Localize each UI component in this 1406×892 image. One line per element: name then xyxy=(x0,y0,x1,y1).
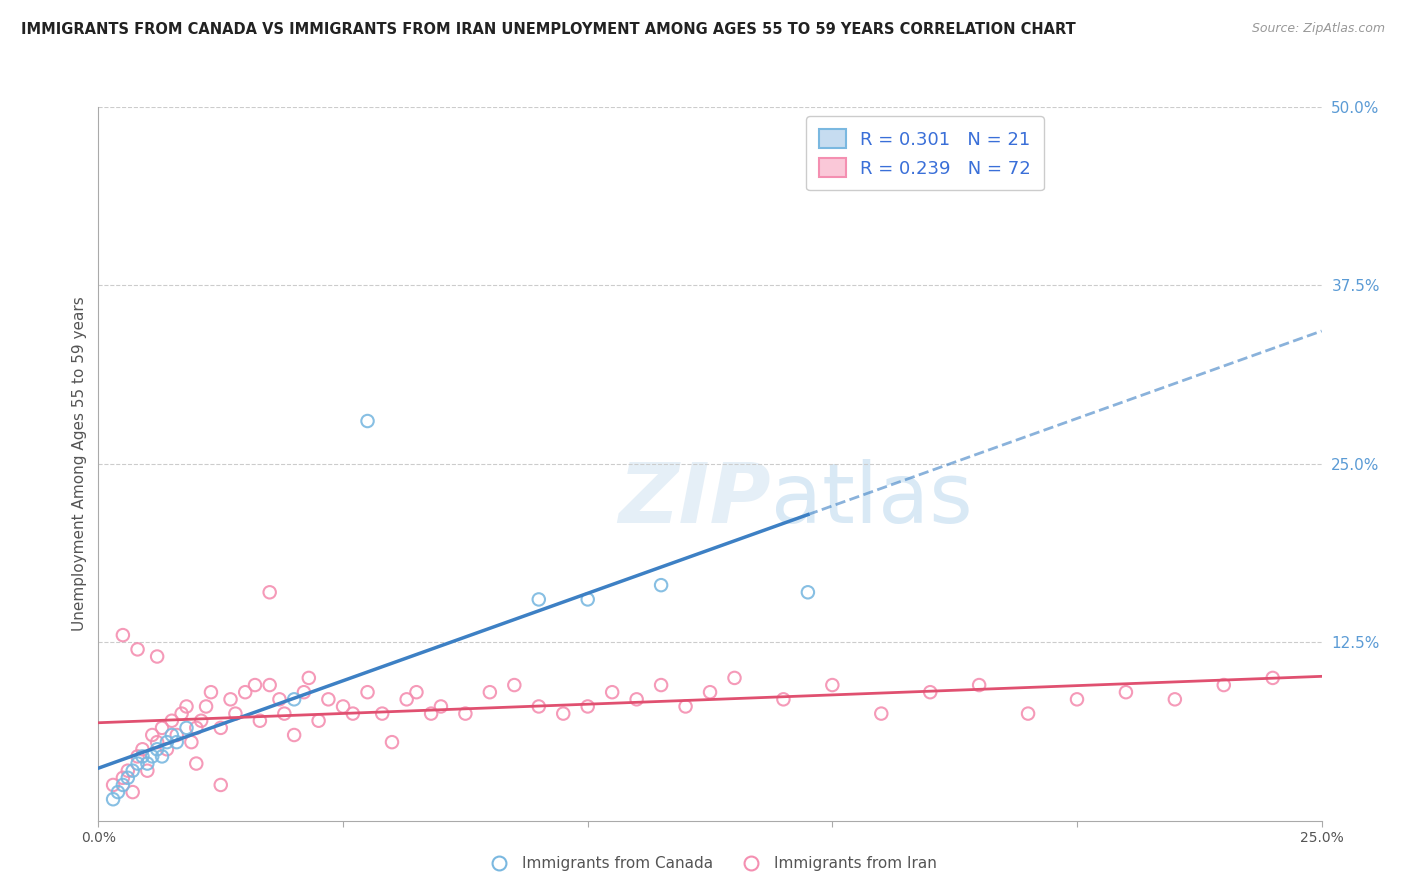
Point xyxy=(259,585,281,599)
Point xyxy=(166,735,188,749)
Point xyxy=(332,699,354,714)
Point xyxy=(420,706,443,721)
Point xyxy=(209,721,232,735)
Point xyxy=(527,699,550,714)
Point xyxy=(308,714,330,728)
Point xyxy=(160,728,183,742)
Point xyxy=(920,685,942,699)
Point xyxy=(146,649,169,664)
Point xyxy=(797,585,820,599)
Point xyxy=(650,578,672,592)
Point xyxy=(146,742,169,756)
Point xyxy=(1164,692,1187,706)
Point xyxy=(117,764,139,778)
Point xyxy=(283,728,305,742)
Point xyxy=(772,692,794,706)
Point xyxy=(121,785,143,799)
Point xyxy=(160,714,183,728)
Point xyxy=(186,756,208,771)
Point xyxy=(176,699,198,714)
Point xyxy=(1261,671,1284,685)
Point xyxy=(318,692,340,706)
Point xyxy=(723,671,745,685)
Point xyxy=(527,592,550,607)
Point xyxy=(395,692,418,706)
Point xyxy=(117,771,139,785)
Point xyxy=(699,685,721,699)
Point xyxy=(650,678,672,692)
Point xyxy=(1212,678,1234,692)
Point xyxy=(141,749,163,764)
Point xyxy=(626,692,648,706)
Point xyxy=(430,699,453,714)
Text: IMMIGRANTS FROM CANADA VS IMMIGRANTS FROM IRAN UNEMPLOYMENT AMONG AGES 55 TO 59 : IMMIGRANTS FROM CANADA VS IMMIGRANTS FRO… xyxy=(21,22,1076,37)
Point xyxy=(224,706,246,721)
Point xyxy=(405,685,427,699)
Point xyxy=(219,692,242,706)
Point xyxy=(283,692,305,706)
Point xyxy=(292,685,315,699)
Point xyxy=(298,671,321,685)
Point xyxy=(176,721,198,735)
Legend: Immigrants from Canada, Immigrants from Iran: Immigrants from Canada, Immigrants from … xyxy=(477,850,943,877)
Point xyxy=(195,699,218,714)
Point xyxy=(576,592,599,607)
Point xyxy=(111,778,134,792)
Point xyxy=(249,714,271,728)
Point xyxy=(342,706,364,721)
Point xyxy=(150,721,173,735)
Point xyxy=(101,778,124,792)
Point xyxy=(127,756,149,771)
Y-axis label: Unemployment Among Ages 55 to 59 years: Unemployment Among Ages 55 to 59 years xyxy=(72,296,87,632)
Point xyxy=(127,642,149,657)
Point xyxy=(967,678,990,692)
Point xyxy=(156,742,179,756)
Point xyxy=(356,685,378,699)
Point xyxy=(259,678,281,692)
Text: atlas: atlas xyxy=(772,459,973,540)
Point xyxy=(1066,692,1088,706)
Point xyxy=(269,692,291,706)
Point xyxy=(503,678,526,692)
Point xyxy=(150,749,173,764)
Point xyxy=(190,714,212,728)
Point xyxy=(180,735,202,749)
Point xyxy=(156,735,179,749)
Point xyxy=(127,749,149,764)
Point xyxy=(675,699,697,714)
Point xyxy=(356,414,378,428)
Point xyxy=(371,706,394,721)
Point xyxy=(576,699,599,714)
Point xyxy=(273,706,295,721)
Point xyxy=(131,742,153,756)
Point xyxy=(243,678,266,692)
Point xyxy=(233,685,256,699)
Point xyxy=(101,792,124,806)
Point xyxy=(136,756,159,771)
Point xyxy=(1115,685,1137,699)
Point xyxy=(821,678,844,692)
Point xyxy=(111,628,134,642)
Text: Source: ZipAtlas.com: Source: ZipAtlas.com xyxy=(1251,22,1385,36)
Point xyxy=(121,764,143,778)
Point xyxy=(186,721,208,735)
Point xyxy=(1017,706,1039,721)
Point xyxy=(107,785,129,799)
Point xyxy=(146,735,169,749)
Point xyxy=(381,735,404,749)
Point xyxy=(200,685,222,699)
Point xyxy=(136,764,159,778)
Text: ZIP: ZIP xyxy=(619,459,772,540)
Point xyxy=(209,778,232,792)
Point xyxy=(170,706,193,721)
Point xyxy=(131,749,153,764)
Point xyxy=(141,728,163,742)
Point xyxy=(870,706,893,721)
Point xyxy=(111,771,134,785)
Point xyxy=(454,706,477,721)
Point xyxy=(600,685,623,699)
Point xyxy=(166,728,188,742)
Point xyxy=(478,685,501,699)
Point xyxy=(553,706,575,721)
